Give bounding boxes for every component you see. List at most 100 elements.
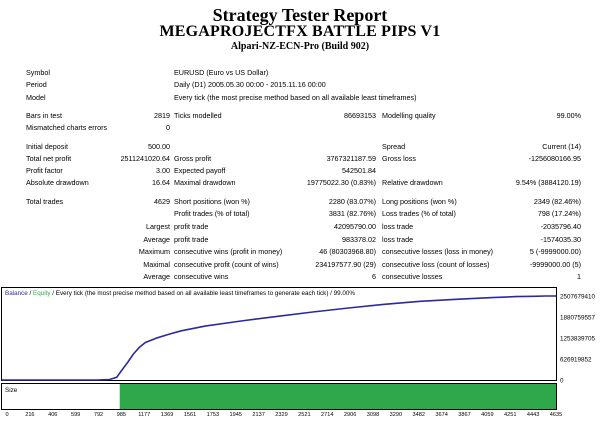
payoff-value: 542501.84 bbox=[342, 166, 376, 175]
ticks-label: Ticks modelled bbox=[174, 111, 222, 120]
model-value: Every tick (the most precise method base… bbox=[174, 93, 417, 102]
loss-trades-label: Loss trades (% of total) bbox=[382, 209, 456, 218]
x-tick-label: 3098 bbox=[367, 412, 379, 418]
bars-value: 2819 bbox=[154, 111, 170, 120]
grossloss-label: Gross loss bbox=[382, 154, 416, 163]
short-label: Short positions (won %) bbox=[174, 197, 250, 206]
pf-value: 3.00 bbox=[156, 166, 170, 175]
average2-label: Average bbox=[143, 272, 170, 281]
symbol-value: EURUSD (Euro vs US Dollar) bbox=[174, 68, 269, 77]
max-cl-value: 5 (-9999000.00) bbox=[529, 247, 581, 256]
absdd-value: 16.64 bbox=[152, 178, 170, 187]
mismatch-label: Mismatched charts errors bbox=[26, 123, 108, 132]
x-tick-label: 216 bbox=[25, 412, 34, 418]
short-value: 2280 (83.07%) bbox=[328, 197, 376, 206]
max-cw-label: consecutive wins (profit in money) bbox=[174, 247, 283, 256]
size-panel-label: Size bbox=[5, 387, 18, 394]
balance-line bbox=[2, 295, 556, 381]
maximal-cl-value: -9999000.00 (5) bbox=[529, 260, 581, 269]
x-tick-label: 792 bbox=[94, 412, 103, 418]
x-tick-label: 2137 bbox=[252, 412, 264, 418]
maximal-label: Maximal bbox=[143, 260, 170, 269]
x-tick-label: 3482 bbox=[413, 412, 425, 418]
ticks-value: 86693153 bbox=[344, 111, 376, 120]
balance-chart-svg: Balance / Equity / Every tick (the most … bbox=[0, 286, 600, 418]
total-trades-value: 4629 bbox=[154, 197, 170, 206]
payoff-label: Expected payoff bbox=[174, 166, 226, 175]
largest-loss-label: loss trade bbox=[382, 222, 414, 231]
chart-legend: Balance / Equity / Every tick (the most … bbox=[5, 290, 355, 297]
x-tick-label: 1177 bbox=[138, 412, 150, 418]
legend-balance: Balance bbox=[5, 290, 28, 297]
x-tick-label: 3290 bbox=[390, 412, 402, 418]
balance-chart: Balance / Equity / Every tick (the most … bbox=[0, 286, 600, 418]
grossprofit-label: Gross profit bbox=[174, 154, 212, 163]
mismatch-value: 0 bbox=[166, 123, 170, 132]
y-tick-label: 1880759557 bbox=[560, 315, 596, 322]
plot-frame bbox=[1, 287, 557, 381]
x-tick-label: 4635 bbox=[550, 412, 562, 418]
avg-cl-label: consecutive losses bbox=[382, 272, 443, 281]
x-tick-labels: 0 216 406 599 792 985 1177 1369 1561 1753 1945 2137… bbox=[5, 412, 562, 418]
y-tick-label: 0 bbox=[560, 378, 564, 385]
average-loss-label: loss trade bbox=[382, 235, 414, 244]
total-trades-label: Total trades bbox=[26, 197, 64, 206]
largest-label: Largest bbox=[146, 222, 170, 231]
grossprofit-value: 3767321187.59 bbox=[326, 154, 376, 163]
maxdd-value: 19775022.30 (0.83%) bbox=[306, 178, 376, 187]
deposit-label: Initial deposit bbox=[26, 142, 68, 151]
avg-cw-value: 6 bbox=[372, 272, 376, 281]
deposit-value: 500.00 bbox=[148, 142, 170, 151]
reldd-value: 9.54% (3884120.19) bbox=[515, 178, 581, 187]
x-tick-label: 1753 bbox=[207, 412, 219, 418]
maximal-cp-label: consecutive profit (count of wins) bbox=[174, 260, 279, 269]
bars-label: Bars in test bbox=[26, 111, 62, 120]
y-tick-label: 626919852 bbox=[560, 357, 592, 364]
average-loss-value: -1574035.30 bbox=[540, 235, 581, 244]
netprofit-label: Total net profit bbox=[26, 154, 72, 163]
max-cw-value: 46 (80303968.80) bbox=[319, 247, 376, 256]
x-tick-label: 2521 bbox=[298, 412, 310, 418]
quality-label: Modelling quality bbox=[382, 111, 436, 120]
x-tick-label: 2714 bbox=[321, 412, 333, 418]
average-label: Average bbox=[143, 235, 170, 244]
grossloss-value: -1256080166.95 bbox=[528, 154, 581, 163]
avg-cw-label: consecutive wins bbox=[174, 272, 229, 281]
report-subtitle: MEGAPROJECTFX BATTLE PIPS V1 bbox=[159, 23, 441, 40]
period-label: Period bbox=[26, 80, 47, 89]
long-value: 2349 (82.46%) bbox=[533, 197, 581, 206]
loss-trades-value: 798 (17.24%) bbox=[537, 209, 581, 218]
x-tick-label: 3674 bbox=[435, 412, 447, 418]
maximal-cl-label: consecutive loss (count of losses) bbox=[382, 260, 490, 269]
y-tick-label: 1253839705 bbox=[560, 336, 596, 343]
x-tick-label: 4251 bbox=[504, 412, 516, 418]
symbol-label: Symbol bbox=[26, 68, 50, 77]
x-tick-label: 0 bbox=[5, 412, 8, 418]
x-tick-label: 4443 bbox=[527, 412, 539, 418]
spread-value: Current (14) bbox=[542, 142, 581, 151]
x-tick-label: 2329 bbox=[275, 412, 287, 418]
profit-trades-label: Profit trades (% of total) bbox=[174, 209, 250, 218]
netprofit-value: 2511241020.64 bbox=[120, 154, 170, 163]
x-tick-label: 599 bbox=[71, 412, 80, 418]
maxdd-label: Maximal drawdown bbox=[174, 178, 236, 187]
largest-loss-value: -2035796.40 bbox=[540, 222, 581, 231]
model-label: Model bbox=[26, 93, 46, 102]
x-tick-label: 3867 bbox=[458, 412, 470, 418]
period-value: Daily (D1) 2005.05.30 00:00 - 2015.11.16… bbox=[174, 80, 326, 89]
largest-profit-value: 42095790.00 bbox=[334, 222, 376, 231]
y-tick-labels: 2507679410 1880759557 1253839705 626919852 0 bbox=[560, 294, 596, 385]
absdd-label: Absolute drawdown bbox=[26, 178, 89, 187]
max-cl-label: consecutive losses (loss in money) bbox=[382, 247, 494, 256]
pf-label: Profit factor bbox=[26, 166, 63, 175]
x-tick-label: 406 bbox=[48, 412, 57, 418]
average-profit-value: 983378.02 bbox=[342, 235, 376, 244]
quality-value: 99.00% bbox=[556, 111, 581, 120]
x-tick-label: 1561 bbox=[184, 412, 196, 418]
x-tick-label: 1369 bbox=[161, 412, 173, 418]
size-bars bbox=[119, 384, 556, 409]
y-tick-label: 2507679410 bbox=[560, 294, 596, 301]
reldd-label: Relative drawdown bbox=[382, 178, 443, 187]
report-title: Strategy Tester Report bbox=[212, 5, 388, 25]
legend-rest: / Every tick (the most precise method ba… bbox=[51, 290, 356, 297]
